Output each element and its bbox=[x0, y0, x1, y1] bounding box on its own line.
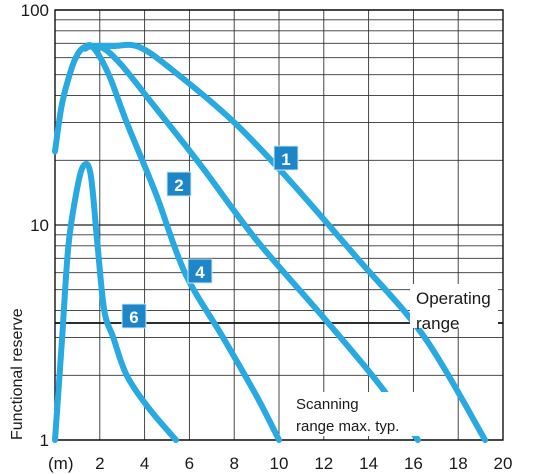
scanning-range-annotation: Scanning range max. typ. bbox=[293, 392, 421, 436]
scanning-label-line1: Scanning bbox=[296, 396, 359, 413]
grid bbox=[55, 9, 503, 441]
badge-6-label: 6 bbox=[129, 308, 138, 327]
x-tick-label: 2 bbox=[95, 454, 104, 473]
x-tick-label: 16 bbox=[404, 454, 423, 473]
y-axis-label: Functional reserve bbox=[9, 308, 26, 440]
operating-label-line2: range bbox=[416, 314, 459, 333]
x-tick-label: 10 bbox=[270, 454, 289, 473]
badge-1-box bbox=[273, 145, 299, 171]
x-tick-label: 6 bbox=[185, 454, 194, 473]
x-tick-label: 18 bbox=[449, 454, 468, 473]
operating-label-line1: Operating bbox=[416, 289, 491, 308]
badge-2-box bbox=[166, 171, 192, 197]
x-tick-label: 8 bbox=[229, 454, 238, 473]
scanning-label-line2: range max. typ. bbox=[296, 418, 399, 435]
x-tick-label: 4 bbox=[140, 454, 149, 473]
series-1-line bbox=[81, 41, 489, 443]
badge-6-box bbox=[121, 303, 147, 329]
badge-1: 1 bbox=[273, 145, 299, 171]
x-tick-label: 20 bbox=[494, 454, 513, 473]
x-tick-label: 14 bbox=[359, 454, 378, 473]
curves bbox=[52, 41, 489, 443]
y-tick-label: 100 bbox=[21, 1, 49, 20]
x-axis-label: (m) bbox=[48, 454, 73, 473]
x-tick-label: 12 bbox=[314, 454, 333, 473]
y-tick-label: 10 bbox=[30, 216, 49, 235]
badge-4-box bbox=[187, 258, 213, 284]
operating-label-bg bbox=[410, 284, 498, 328]
badge-2-label: 2 bbox=[174, 176, 183, 195]
curve-badges: 1 2 4 6 bbox=[121, 145, 299, 329]
y-tick-label: 1 bbox=[40, 431, 49, 450]
series-6-line bbox=[52, 160, 179, 443]
badge-2: 2 bbox=[166, 171, 192, 197]
badge-4: 4 bbox=[187, 258, 213, 284]
scanning-label-bg bbox=[293, 392, 421, 436]
badge-6: 6 bbox=[121, 303, 147, 329]
operating-range-annotation: Operating range bbox=[410, 284, 498, 333]
series-4-line bbox=[52, 42, 282, 443]
series-2-line bbox=[82, 42, 421, 443]
badge-1-label: 1 bbox=[281, 150, 290, 169]
badge-4-label: 4 bbox=[195, 263, 205, 282]
